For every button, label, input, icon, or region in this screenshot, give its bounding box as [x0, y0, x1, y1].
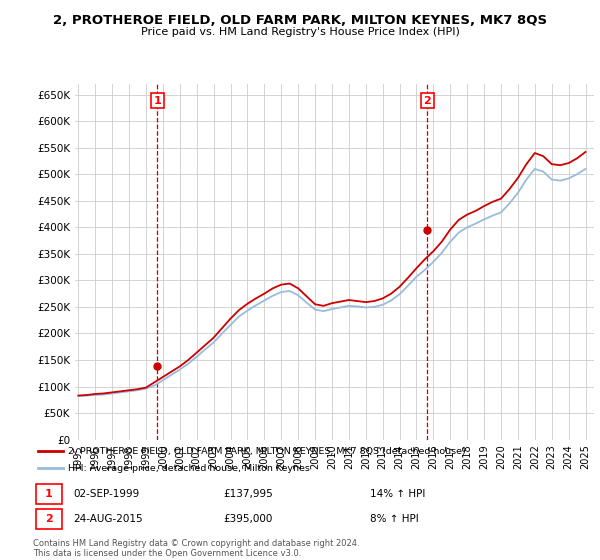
Text: £395,000: £395,000: [223, 515, 272, 524]
Text: £137,995: £137,995: [223, 489, 273, 500]
Text: 1: 1: [154, 96, 161, 106]
Text: 2, PROTHEROE FIELD, OLD FARM PARK, MILTON KEYNES, MK7 8QS (detached house): 2, PROTHEROE FIELD, OLD FARM PARK, MILTO…: [68, 446, 466, 456]
FancyBboxPatch shape: [36, 509, 62, 530]
Text: Price paid vs. HM Land Registry's House Price Index (HPI): Price paid vs. HM Land Registry's House …: [140, 27, 460, 37]
Text: 2, PROTHEROE FIELD, OLD FARM PARK, MILTON KEYNES, MK7 8QS: 2, PROTHEROE FIELD, OLD FARM PARK, MILTO…: [53, 14, 547, 27]
Text: 2: 2: [45, 515, 53, 524]
FancyBboxPatch shape: [36, 484, 62, 505]
Text: 2: 2: [424, 96, 431, 106]
Text: 14% ↑ HPI: 14% ↑ HPI: [370, 489, 425, 500]
Text: 8% ↑ HPI: 8% ↑ HPI: [370, 515, 418, 524]
Text: 24-AUG-2015: 24-AUG-2015: [74, 515, 143, 524]
Text: 02-SEP-1999: 02-SEP-1999: [74, 489, 140, 500]
Text: 1: 1: [45, 489, 53, 500]
Text: Contains HM Land Registry data © Crown copyright and database right 2024.
This d: Contains HM Land Registry data © Crown c…: [33, 539, 359, 558]
Text: HPI: Average price, detached house, Milton Keynes: HPI: Average price, detached house, Milt…: [68, 464, 310, 473]
